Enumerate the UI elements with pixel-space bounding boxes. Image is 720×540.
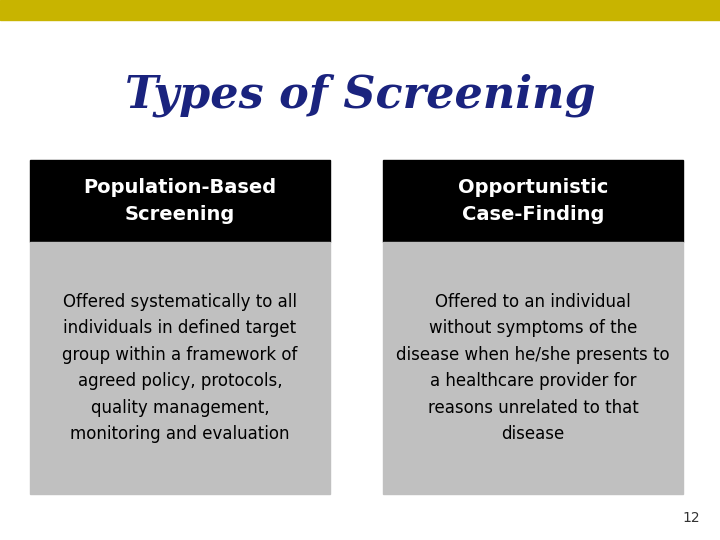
Bar [0, 0, 720, 20]
Bar [30, 160, 330, 242]
Text: Offered to an individual
without symptoms of the
disease when he/she presents to: Offered to an individual without symptom… [396, 293, 670, 443]
Text: Types of Screening: Types of Screening [125, 73, 595, 117]
Text: Opportunistic
Case-Finding: Opportunistic Case-Finding [458, 178, 608, 224]
Text: 12: 12 [683, 511, 700, 525]
Text: Population-Based
Screening: Population-Based Screening [84, 178, 276, 224]
Bar [383, 160, 683, 242]
Bar [30, 242, 330, 494]
Bar [383, 242, 683, 494]
Text: Offered systematically to all
individuals in defined target
group within a frame: Offered systematically to all individual… [63, 293, 297, 443]
